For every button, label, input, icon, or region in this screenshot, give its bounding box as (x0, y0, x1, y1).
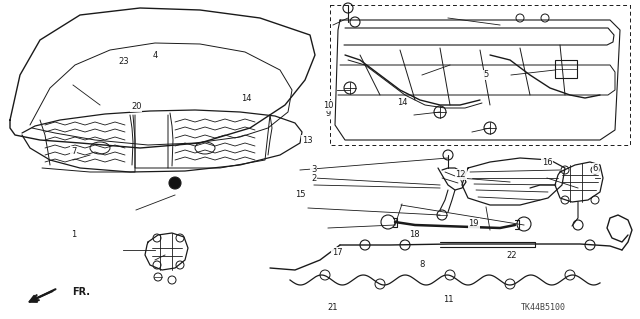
Text: 7: 7 (71, 147, 76, 156)
Text: 22: 22 (507, 251, 517, 260)
Text: 1: 1 (71, 230, 76, 239)
Text: 12: 12 (456, 170, 466, 179)
Text: 13: 13 (302, 136, 312, 145)
Text: 2: 2 (311, 174, 316, 183)
Text: 9: 9 (326, 109, 331, 118)
Text: 17: 17 (332, 248, 342, 256)
Text: 6: 6 (593, 164, 598, 173)
Text: FR.: FR. (72, 287, 90, 297)
Text: 16: 16 (542, 158, 552, 167)
Text: 14: 14 (397, 98, 407, 107)
Text: 23: 23 (118, 57, 129, 66)
Text: TK44B5100: TK44B5100 (520, 302, 566, 311)
Circle shape (169, 177, 181, 189)
Text: 15: 15 (296, 190, 306, 199)
Text: 4: 4 (153, 51, 158, 60)
Text: 5: 5 (484, 70, 489, 79)
Text: 18: 18 (410, 230, 420, 239)
Text: 3: 3 (311, 165, 316, 174)
Bar (555, 60, 577, 78)
Text: 10: 10 (323, 101, 333, 110)
Text: 11: 11 (443, 295, 453, 304)
Text: 21: 21 (328, 303, 338, 312)
Text: 8: 8 (420, 260, 425, 269)
Text: 20: 20 (131, 102, 141, 111)
Text: 14: 14 (241, 94, 252, 103)
Text: 19: 19 (468, 219, 479, 228)
